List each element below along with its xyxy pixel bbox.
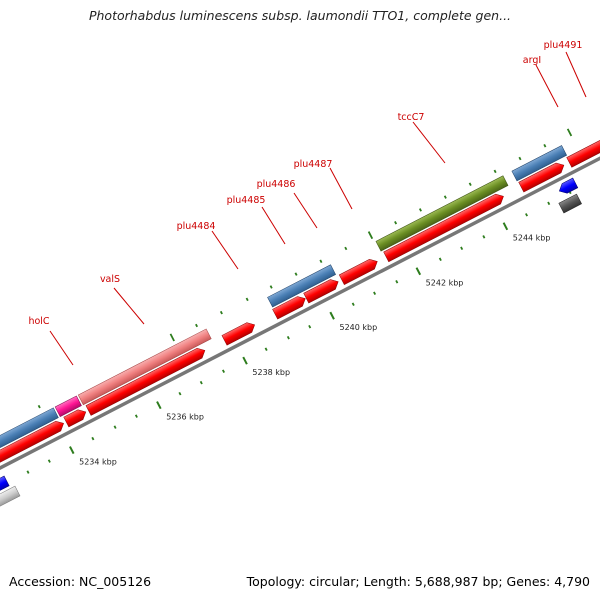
deep-blue-arrow [558,177,579,194]
minor-tick [47,459,51,463]
feature-tick [219,310,223,315]
map-title: Photorhabdus luminescens subsp. laumondi… [88,8,512,23]
scale-label: 5240 kbp [339,323,377,332]
gene-arrow [0,420,64,464]
gene-arrow [303,279,339,304]
feature-tick [269,285,273,289]
deep-blue-feature [0,475,10,505]
gene-label-argI: argI [523,55,541,66]
gene-label-plu4486: plu4486 [257,179,296,190]
feature-tick [367,231,374,240]
minor-tick [395,280,399,284]
minor-tick [308,324,312,329]
gene-label-valS: valS [100,274,120,285]
genome-backbone [0,136,600,488]
feature-tick [443,195,447,199]
minor-tick [351,302,355,306]
feature-tick [169,333,175,342]
leader-plu4484 [211,230,239,270]
blue-feature [267,264,336,308]
leader-valS [113,287,145,325]
feature-tick [344,246,348,251]
minor-tick [438,257,442,262]
minor-tick [264,347,268,351]
gene-label-leaders [49,51,587,366]
forward-gene-track [0,132,600,464]
light-gray-feature [0,485,21,517]
feature-tick [468,182,472,186]
gene-label-tccC7: tccC7 [398,112,425,123]
leader-argI [535,64,559,108]
topology-text: Topology: circular; Length: 5,688,987 bp… [246,574,590,589]
leader-plu4486 [293,192,318,229]
feature-tick [37,404,41,409]
feature-tick [518,156,522,161]
gene-label-plu4485: plu4485 [227,195,266,206]
feature-tick [319,259,323,264]
scale-label: 5234 kbp [79,457,117,466]
minor-tick [134,414,138,418]
minor-tick [178,391,182,396]
blue-feature [0,407,59,453]
minor-tick [482,235,486,239]
minor-tick [286,335,290,340]
minor-tick [26,470,30,474]
gene-arrow [566,132,600,168]
feature-tick [245,297,249,302]
scale-minor-ticks [26,190,572,474]
feature-tick [394,221,398,225]
scale-label: 5244 kbp [513,233,551,242]
minor-tick [547,201,551,206]
feature-tick [294,272,298,276]
gene-arrow [383,193,504,263]
gene-arrow [272,296,306,320]
gene-label-plu4491: plu4491 [544,40,583,51]
gene-arrow [338,259,378,286]
scale-major-ticks [69,222,509,455]
major-tick [69,446,75,455]
accession-text: Accession: NC_005126 [9,574,152,589]
major-tick [329,311,335,320]
minor-tick [373,291,377,295]
minor-tick [525,213,529,217]
leader-plu4487 [329,167,353,210]
feature-tick [195,323,199,328]
minor-tick [199,380,203,385]
minor-tick [222,369,225,373]
gene-arrow [63,409,87,428]
gene-label-plu4487: plu4487 [294,159,333,170]
feature-ticks [37,128,573,409]
gene-label-plu4484: plu4484 [177,221,216,232]
feature-tick [418,208,422,212]
scale-label: 5238 kbp [252,368,290,377]
gene-label-holC: holC [28,316,49,327]
major-tick [242,356,248,365]
gene-arrow [85,348,206,416]
minor-tick [460,246,464,251]
magenta-feature [54,395,82,418]
scale-label: 5236 kbp [166,412,204,421]
leader-plu4485 [261,206,286,245]
leader-holC [49,330,74,366]
feature-tick [493,169,497,174]
scale-label: 5242 kbp [426,278,464,287]
blue-feature [511,145,568,182]
leader-tccC7 [412,121,446,164]
olive-feature [375,175,509,252]
pink-feature [77,328,212,406]
major-tick [415,267,422,276]
minor-tick [113,425,117,429]
feature-tick [543,143,547,148]
leader-plu4491 [565,51,587,98]
gene-arrow [221,322,255,346]
gene-arrow [518,162,565,193]
feature-tick [566,128,573,137]
major-tick [156,401,162,410]
dark-gray-feature [558,193,582,214]
major-tick [502,222,509,231]
minor-tick [91,436,95,441]
